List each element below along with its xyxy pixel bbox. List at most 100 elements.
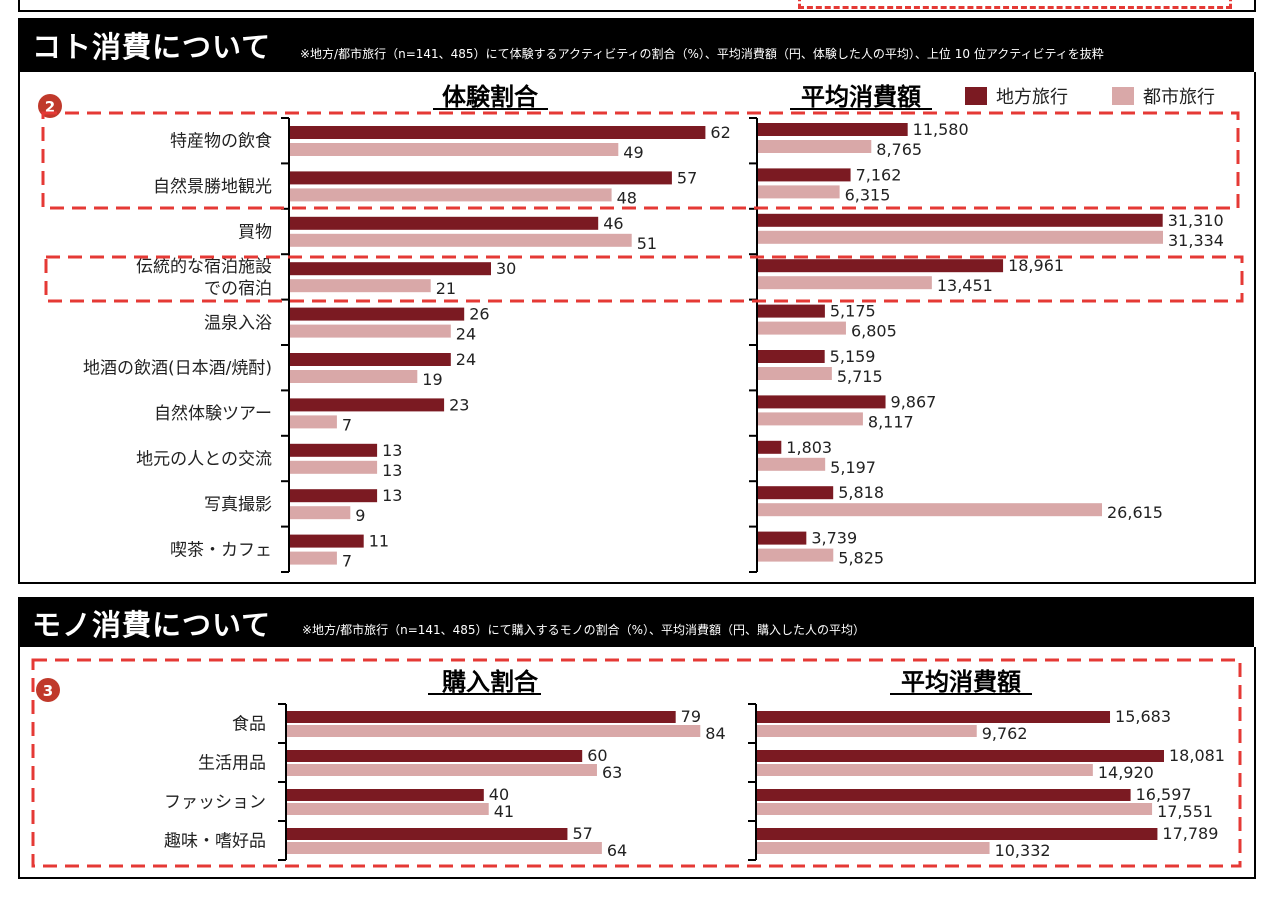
bar-local [757, 828, 1158, 840]
data-label: 7 [342, 415, 352, 434]
data-label: 57 [572, 824, 592, 843]
koto-badge-number: 2 [45, 98, 55, 116]
bar-local [757, 789, 1131, 801]
bar-local [290, 443, 378, 457]
previous-panel-edge [18, 0, 1256, 12]
bar-city [758, 185, 840, 199]
bar-local [287, 828, 568, 840]
data-label: 10,332 [995, 841, 1051, 860]
data-label: 11 [369, 532, 389, 551]
legend-local-swatch [965, 87, 987, 105]
bar-city [758, 276, 932, 290]
category-label: 趣味・嗜好品 [164, 832, 266, 852]
bar-city [290, 233, 632, 247]
bar-city [758, 321, 846, 335]
data-label: 18,081 [1169, 746, 1225, 765]
bar-city [758, 412, 863, 426]
data-label: 5,197 [830, 458, 876, 477]
category-label: 自然体験ツアー [154, 404, 272, 424]
bar-city [290, 551, 337, 565]
bar-local [287, 789, 484, 801]
category-label: 自然景勝地観光 [153, 177, 272, 197]
bar-city [287, 725, 701, 737]
bar-city [287, 803, 489, 815]
bar-city [290, 324, 451, 338]
legend-local-label: 地方旅行 [996, 87, 1068, 108]
data-label: 8,765 [876, 140, 922, 159]
bar-local [758, 168, 851, 182]
data-label: 7 [342, 552, 352, 571]
data-label: 9,867 [891, 392, 937, 411]
category-label: 写真撮影 [204, 495, 272, 515]
bar-city [290, 279, 431, 293]
koto-header-note: ※地方/都市旅行（n=141、485）にて体験するアクティビティの割合（%）、平… [300, 47, 1104, 61]
data-label: 3,739 [811, 529, 857, 548]
category-label: 生活用品 [198, 754, 266, 774]
data-label: 49 [623, 143, 643, 162]
data-label: 5,715 [837, 367, 883, 386]
bar-city [290, 370, 418, 383]
bar-local [290, 398, 445, 412]
highlight-box-traditional-stay [44, 255, 1244, 303]
mono-right-title: 平均消費額 [901, 668, 1021, 696]
data-label: 26,615 [1107, 503, 1163, 522]
data-label: 6,315 [845, 185, 891, 204]
bar-local [758, 395, 886, 409]
data-label: 8,117 [868, 412, 914, 431]
data-label: 9,762 [982, 724, 1028, 743]
data-label: 15,683 [1115, 707, 1171, 726]
bar-city [757, 842, 990, 854]
bar-local [757, 711, 1111, 723]
bar-city [290, 506, 351, 520]
bar-local [290, 489, 378, 503]
data-label: 13 [382, 486, 402, 505]
data-label: 17,551 [1157, 802, 1213, 821]
mono-header-title: モノ消費について [32, 608, 272, 642]
data-label: 16,597 [1136, 785, 1192, 804]
data-label: 13,451 [937, 276, 993, 295]
data-label: 1,803 [786, 438, 832, 457]
data-label: 21 [436, 279, 456, 298]
mono-header-note: ※地方/都市旅行（n=141、485）にて購入するモノの割合（%）、平均消費額（… [302, 623, 865, 637]
bar-local [290, 171, 672, 185]
bar-local [758, 304, 825, 318]
mono-badge-number: 3 [43, 682, 53, 700]
legend-city-swatch [1112, 87, 1134, 105]
bar-city [758, 230, 1163, 244]
data-label: 57 [677, 168, 697, 187]
bar-city [757, 803, 1153, 815]
data-label: 79 [681, 707, 701, 726]
bar-local [290, 307, 465, 321]
bar-city [287, 842, 602, 854]
bar-local [758, 213, 1163, 227]
data-label: 9 [355, 506, 365, 525]
data-label: 7,162 [856, 165, 902, 184]
data-label: 18,961 [1008, 256, 1064, 275]
data-label: 63 [602, 763, 622, 782]
mono-header: モノ消費について ※地方/都市旅行（n=141、485）にて購入するモノの割合（… [18, 597, 1254, 647]
mono-panel [18, 647, 1256, 879]
bar-city [290, 188, 612, 202]
data-label: 5,159 [830, 347, 876, 366]
bar-local [758, 440, 782, 454]
bar-city [757, 725, 977, 737]
bar-city [290, 460, 378, 474]
bar-city [758, 367, 832, 380]
data-label: 30 [496, 259, 516, 278]
data-label: 5,175 [830, 302, 876, 321]
bar-city [290, 415, 337, 429]
data-label: 48 [617, 188, 637, 207]
highlight-box-mono [31, 658, 1242, 868]
category-label: ファッション [164, 793, 266, 813]
bar-city [757, 764, 1093, 776]
mono-left-title: 購入割合 [442, 668, 539, 696]
bar-local [758, 531, 807, 545]
data-label: 5,825 [838, 549, 884, 568]
data-label: 17,789 [1162, 824, 1218, 843]
bar-local [290, 353, 451, 366]
category-label: 温泉入浴 [204, 313, 272, 333]
data-label: 11,580 [913, 120, 969, 139]
category-label: 地酒の飲酒(日本酒/焼酎) [83, 359, 272, 379]
previous-highlight-box [798, 0, 1232, 9]
bar-local [290, 534, 364, 548]
